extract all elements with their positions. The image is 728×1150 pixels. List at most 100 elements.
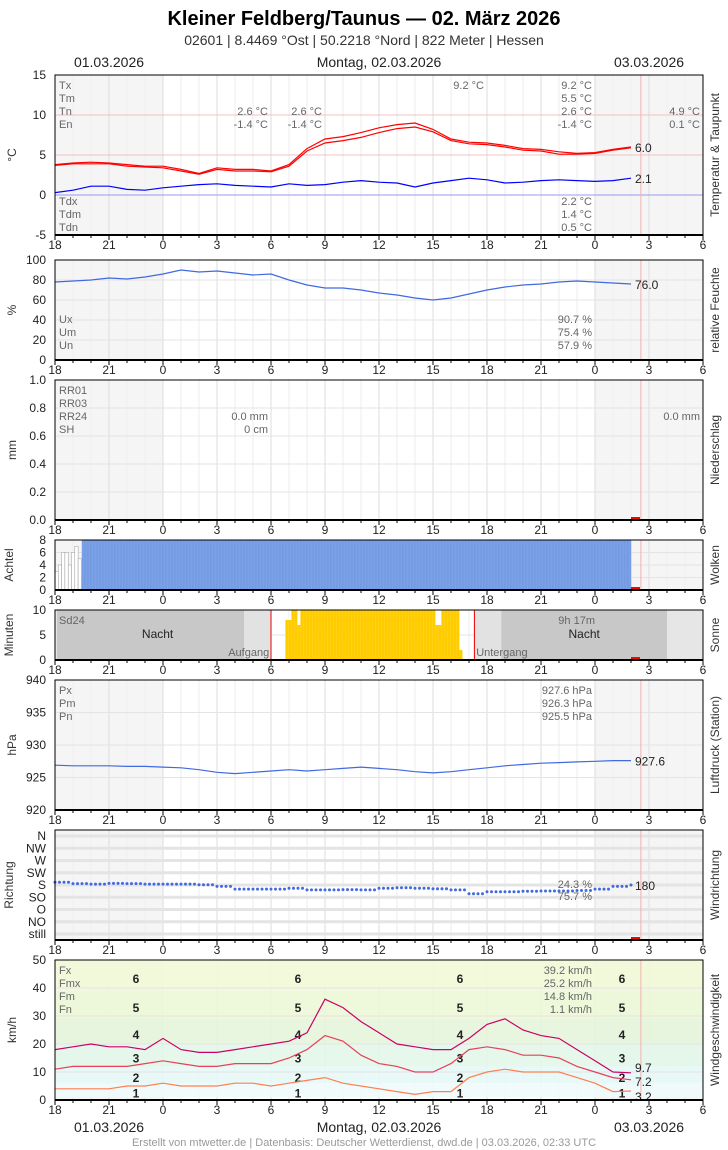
x-tick-label: 21 xyxy=(534,1103,548,1117)
cloud-bar xyxy=(156,539,161,591)
direction-point xyxy=(274,887,277,891)
sunshine-bar xyxy=(345,610,349,660)
stat-value: 9.2 °C xyxy=(561,80,592,92)
cloud-bar xyxy=(327,539,332,591)
y-tick-label: 0.6 xyxy=(29,429,46,443)
cloud-bar xyxy=(264,539,269,591)
panel-title: Temperatur & Taupunkt xyxy=(708,92,722,217)
x-tick-label: 0 xyxy=(160,663,167,677)
direction-point xyxy=(301,886,304,890)
panel-title: Sonne xyxy=(708,617,722,652)
sunshine-bar xyxy=(354,610,358,660)
panel-title: relative Feuchte xyxy=(708,267,722,353)
beaufort-label: 1 xyxy=(295,1087,302,1101)
sunshine-bar xyxy=(447,610,451,660)
cloud-bar xyxy=(201,539,206,591)
y-tick-label: 5 xyxy=(39,148,46,162)
cloud-bar xyxy=(480,539,485,591)
date-center: Montag, 02.03.2026 xyxy=(317,54,442,70)
twilight-band xyxy=(55,610,57,660)
cloud-bar xyxy=(273,539,278,591)
x-tick-label: 18 xyxy=(48,593,62,607)
stat-value: 2.6 °C xyxy=(291,106,322,118)
direction-point xyxy=(602,887,606,891)
cloud-bar xyxy=(600,539,605,591)
x-tick-label: 21 xyxy=(534,363,548,377)
beaufort-label: 4 xyxy=(295,1028,302,1042)
stat-value: 2.6 °C xyxy=(237,106,268,118)
cloud-bar xyxy=(192,539,197,591)
cloud-bar xyxy=(183,539,188,591)
cloud-bar xyxy=(74,546,79,591)
x-tick-label: 0 xyxy=(160,813,167,827)
stat-value: 0.5 °C xyxy=(561,222,592,234)
direction-point xyxy=(332,888,336,892)
cloud-bar xyxy=(87,539,92,591)
cloud-bar xyxy=(405,539,410,591)
cloud-bar xyxy=(501,539,506,591)
sunshine-bar xyxy=(420,610,424,660)
sunshine-bar xyxy=(384,610,388,660)
x-tick-label: 18 xyxy=(48,1103,62,1117)
beaufort-label: 3 xyxy=(619,1052,626,1066)
direction-point xyxy=(413,886,417,890)
direction-point xyxy=(80,882,84,886)
cloud-bar xyxy=(390,539,395,591)
y-tick-label: 920 xyxy=(26,803,46,817)
cloud-bar xyxy=(570,539,575,591)
cloud-bar xyxy=(396,539,401,591)
cloud-bar xyxy=(279,539,284,591)
beaufort-label: 6 xyxy=(295,972,302,986)
cloud-bar xyxy=(456,539,461,591)
direction-point xyxy=(197,883,201,887)
cloud-bar xyxy=(402,539,407,591)
direction-point xyxy=(121,881,124,885)
direction-point xyxy=(508,890,511,894)
date-right-bottom: 03.03.2026 xyxy=(614,1119,684,1135)
cloud-bar xyxy=(61,552,66,591)
cloud-bar xyxy=(492,539,497,591)
sunshine-bar xyxy=(402,610,406,660)
x-tick-label: 18 xyxy=(480,523,494,537)
sunshine-bar xyxy=(444,610,448,660)
Fm-line xyxy=(54,1034,632,1081)
x-tick-label: 18 xyxy=(48,238,62,252)
y-tick-label: NO xyxy=(28,915,46,929)
cloud-bar xyxy=(420,539,425,591)
beaufort-label: 5 xyxy=(133,1001,140,1015)
sunshine-bar xyxy=(414,610,418,660)
stat-label: Pn xyxy=(59,711,72,723)
x-tick-label: 12 xyxy=(372,813,386,827)
cloud-bar xyxy=(567,539,572,591)
x-tick-label: 9 xyxy=(322,813,329,827)
cloud-bar xyxy=(105,539,110,591)
cloud-bar xyxy=(312,539,317,591)
cloud-bar xyxy=(531,539,536,591)
x-tick-label: 0 xyxy=(592,813,599,827)
direction-point xyxy=(620,884,624,888)
beaufort-label: 1 xyxy=(457,1087,464,1101)
x-tick-label: 3 xyxy=(214,238,221,252)
y-tick-label: 940 xyxy=(26,673,46,687)
cloud-bar xyxy=(543,539,548,591)
direction-point xyxy=(530,889,534,893)
direction-point xyxy=(161,882,165,886)
x-tick-label: 3 xyxy=(646,663,653,677)
cloud-bar xyxy=(432,539,437,591)
night-label: Nacht xyxy=(142,627,174,641)
x-tick-label: 18 xyxy=(48,363,62,377)
direction-point xyxy=(251,887,255,891)
cloud-bar xyxy=(174,539,179,591)
cloud-bar xyxy=(225,539,230,591)
y-tick-label: NW xyxy=(26,841,47,855)
x-tick-label: 21 xyxy=(102,363,116,377)
direction-point xyxy=(323,888,327,892)
y-tick-label: SW xyxy=(27,866,47,880)
cloud-bar xyxy=(459,539,464,591)
sunshine-bar xyxy=(390,610,394,660)
date-right: 03.03.2026 xyxy=(614,54,684,70)
cloud-bar xyxy=(195,539,200,591)
sunshine-bar xyxy=(297,625,301,660)
direction-point xyxy=(373,888,376,892)
cloud-bar xyxy=(282,539,287,591)
